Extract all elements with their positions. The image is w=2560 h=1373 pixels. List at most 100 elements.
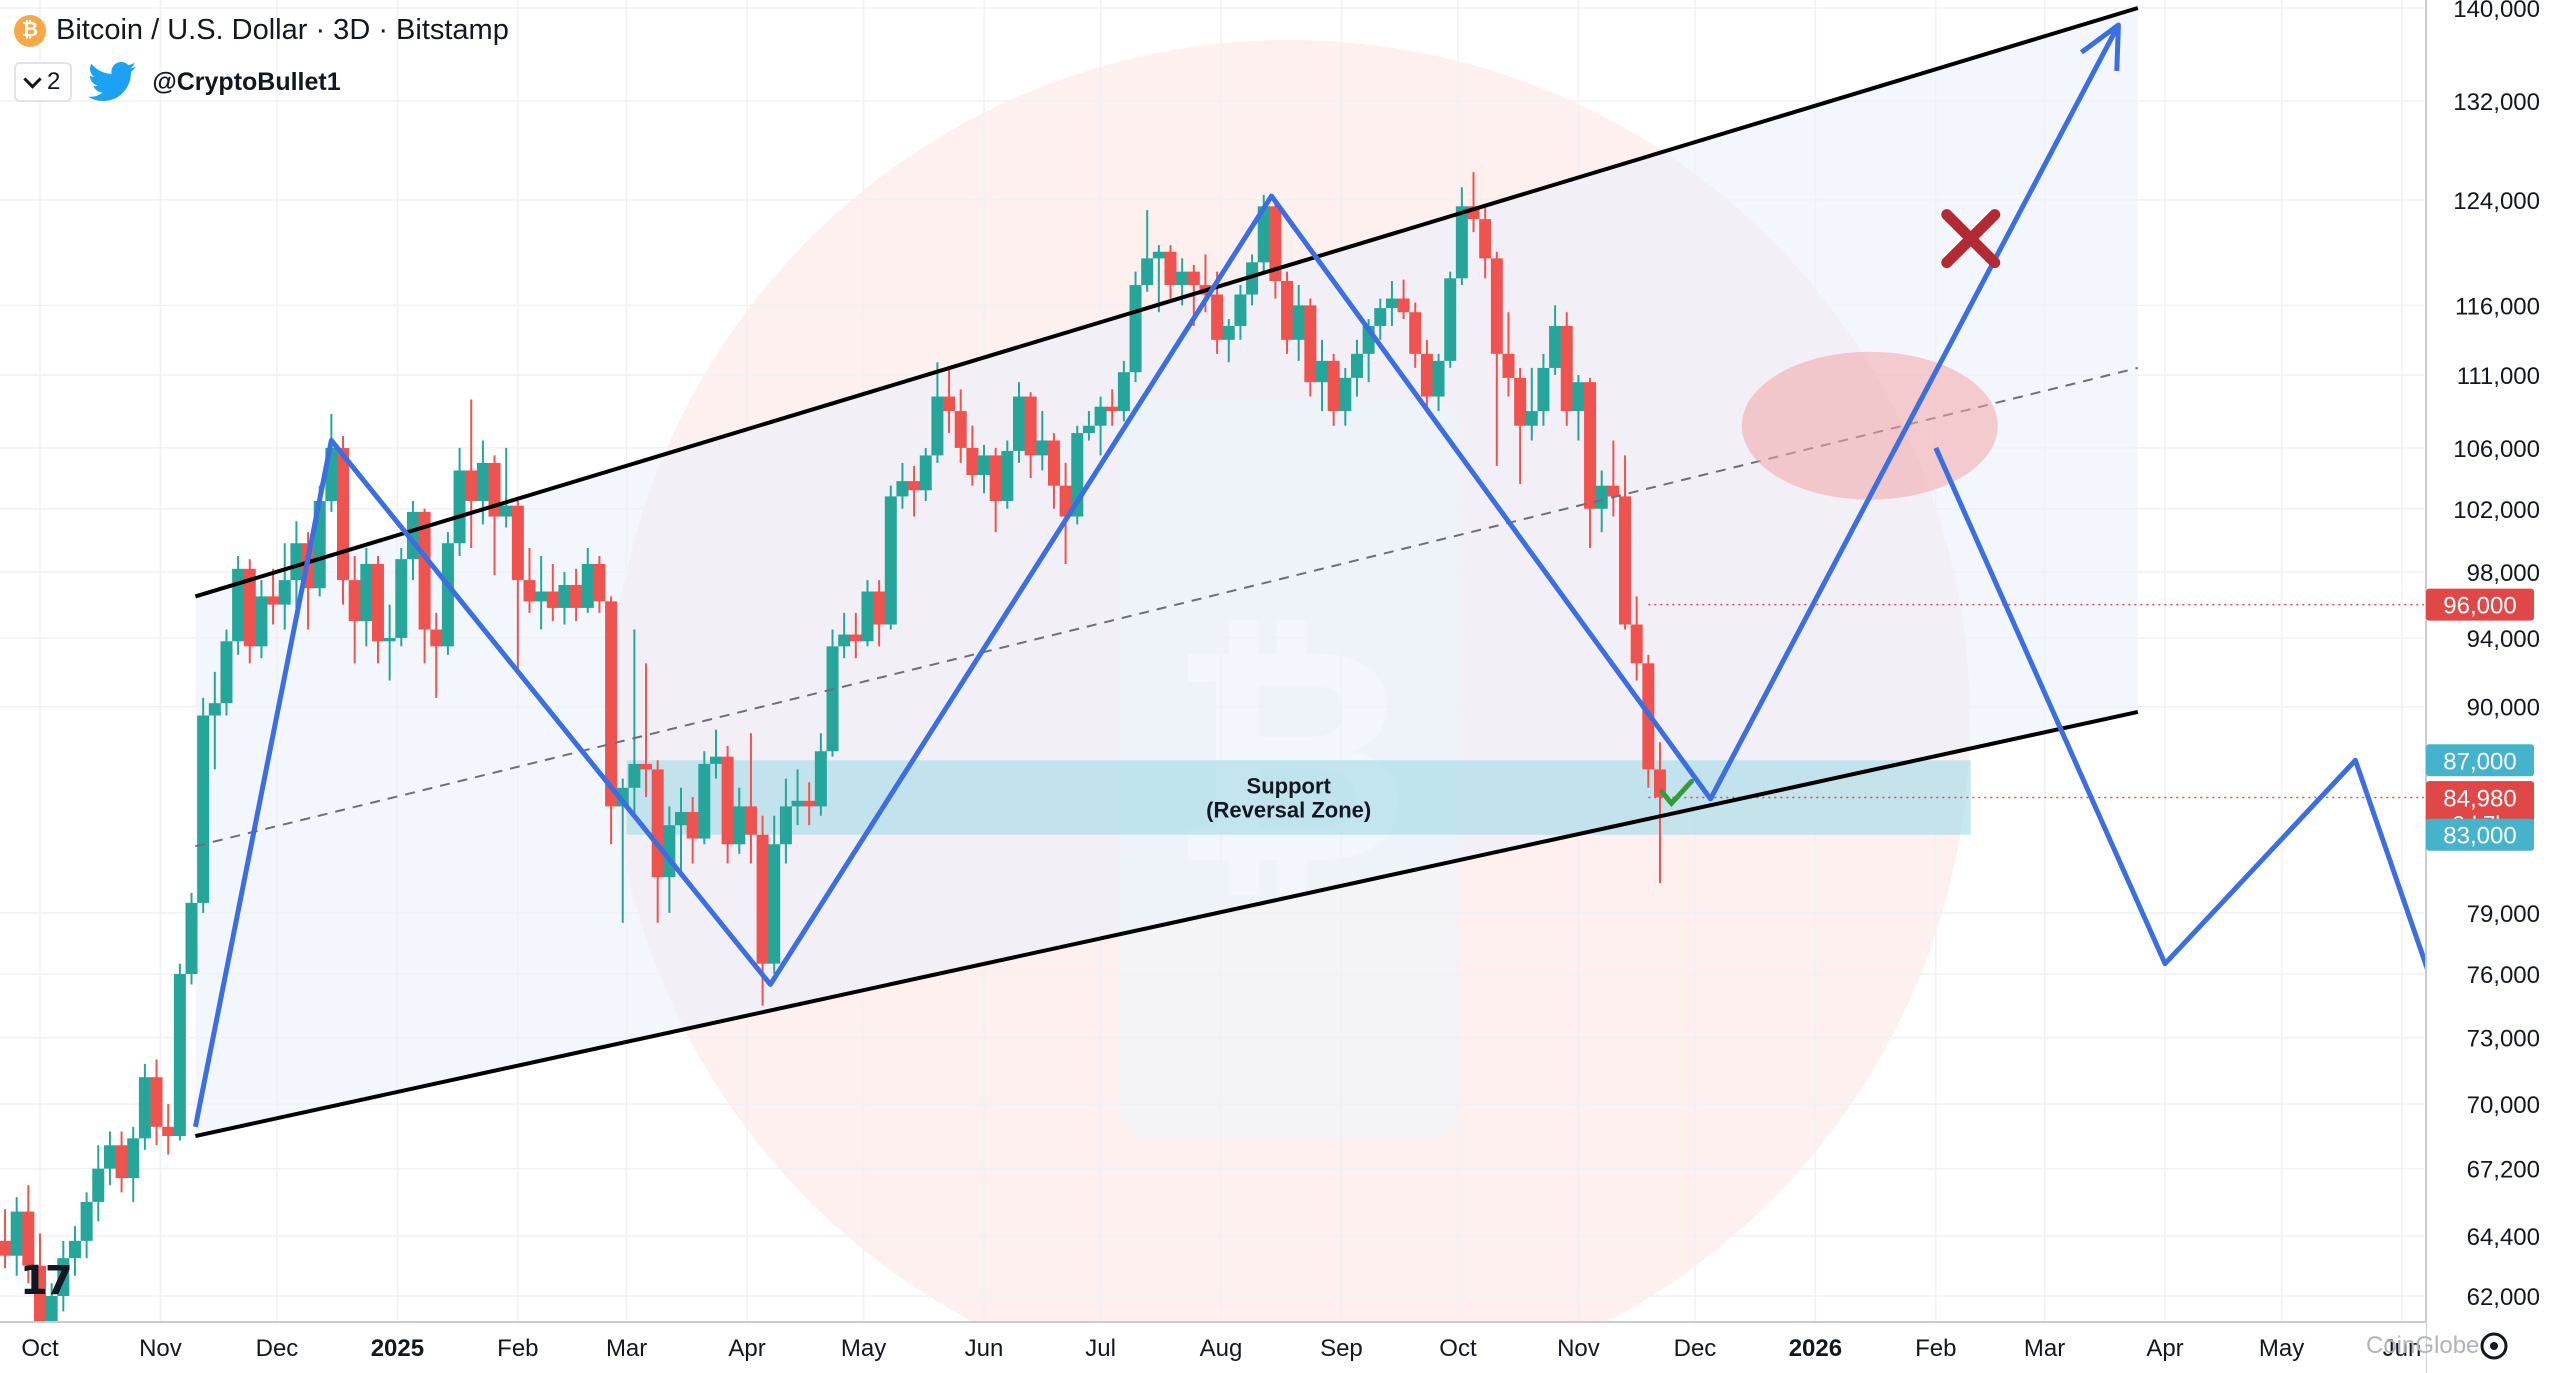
y-tick-label: 76,000: [2467, 962, 2540, 989]
candle-body: [873, 591, 886, 625]
candle-body: [103, 1145, 116, 1169]
candle-body: [337, 447, 350, 581]
candle-body: [57, 1258, 70, 1296]
y-tick-label: 90,000: [2467, 695, 2540, 722]
symbol-header[interactable]: ₿ Bitcoin / U.S. Dollar · 3D · Bitstamp: [14, 14, 509, 47]
author-handle: @CryptoBullet1: [152, 67, 341, 96]
x-tick-label: Mar: [2024, 1335, 2065, 1362]
candle-body: [1222, 325, 1235, 340]
candle-body: [779, 806, 792, 845]
candle-body: [1316, 360, 1329, 383]
candle-body: [150, 1077, 163, 1127]
price-badge-label: 84,980: [2443, 785, 2516, 812]
y-tick-label: 62,000: [2467, 1284, 2540, 1311]
candle-body: [232, 568, 245, 642]
candle-body: [1129, 285, 1142, 373]
check-icon: [1659, 778, 1695, 808]
price-axis-background: [2426, 0, 2560, 1373]
candle-body: [371, 563, 384, 642]
highlight-ellipse: [1741, 351, 1998, 500]
candle-body: [1572, 382, 1585, 412]
grid: [0, 0, 2424, 1322]
candle-body: [197, 715, 210, 903]
x-tick-label: Jun: [2383, 1335, 2422, 1362]
candle-body: [1176, 271, 1189, 286]
candle-body: [1082, 425, 1095, 434]
settings-icon: [2480, 1332, 2508, 1360]
candle-body: [80, 1201, 93, 1241]
candle-body: [243, 568, 256, 647]
x-tick-label: Nov: [1557, 1335, 1600, 1362]
candle-body: [1409, 312, 1422, 354]
bitcoin-icon: ₿: [14, 14, 46, 47]
candle-body: [500, 505, 513, 517]
candle-body: [651, 769, 664, 878]
candle-body: [1595, 485, 1608, 509]
candle-body: [733, 806, 746, 845]
candle-body: [1549, 325, 1562, 368]
candle-body: [22, 1211, 35, 1266]
candle-body: [1455, 206, 1468, 279]
candle-body: [1106, 406, 1119, 412]
candle-body: [1479, 219, 1492, 259]
support-zone-label: Support: [1247, 773, 1332, 798]
candle-body: [838, 634, 851, 647]
y-tick-label: 102,000: [2453, 497, 2540, 524]
candle-body: [92, 1168, 105, 1202]
candle-body: [10, 1211, 23, 1256]
candle-body: [698, 763, 711, 839]
x-tick-label: Dec: [1674, 1335, 1717, 1362]
indicator-count: 2: [47, 68, 61, 95]
candle-body: [1350, 353, 1363, 378]
candle-body: [162, 1126, 175, 1137]
candle-body: [523, 580, 536, 602]
candle-body: [966, 447, 979, 476]
price-badge: [2426, 818, 2534, 851]
x-tick-label: Jun: [965, 1335, 1004, 1362]
candle-body: [744, 806, 757, 835]
candle-body: [1164, 251, 1177, 286]
candle-body: [1560, 325, 1573, 412]
candle-body: [138, 1077, 151, 1139]
candle-body: [1152, 251, 1165, 259]
price-badge-label: 83,000: [2443, 823, 2516, 850]
candle-body: [826, 646, 839, 752]
candle-body: [978, 455, 991, 476]
candle-body: [954, 411, 967, 448]
candle-body: [721, 756, 734, 845]
candle-body: [278, 580, 291, 605]
candle-body: [395, 559, 408, 638]
price-badge-label: 87,000: [2443, 748, 2516, 775]
indicator-toggle-button[interactable]: 2: [14, 62, 73, 102]
candle-body: [1607, 485, 1620, 497]
x-tick-label: Apr: [728, 1335, 765, 1362]
candle-body: [791, 800, 804, 807]
candle-body: [1141, 258, 1154, 286]
candle-body: [208, 703, 221, 716]
x-tick-label: Apr: [2146, 1335, 2183, 1362]
candle-body: [1584, 382, 1597, 509]
settings-icon: [2490, 1342, 2498, 1350]
candle-body: [1211, 294, 1224, 340]
x-tick-label: Dec: [256, 1335, 299, 1362]
candle-body: [0, 1240, 12, 1256]
candle-body: [908, 481, 921, 491]
candle-body: [768, 844, 781, 964]
chevron-down-icon: [23, 69, 42, 89]
candle-body: [1514, 377, 1527, 426]
support-zone-sublabel: (Reversal Zone): [1206, 797, 1371, 822]
candle-body: [1047, 440, 1060, 486]
candle-body: [465, 470, 478, 502]
candle-body: [127, 1138, 140, 1179]
x-tick-label: Oct: [21, 1335, 59, 1362]
candle-body: [1374, 308, 1387, 326]
candle-body: [581, 563, 594, 608]
x-tick-label: Feb: [497, 1335, 538, 1362]
candle-body: [1339, 377, 1352, 412]
candle-body: [756, 834, 769, 964]
x-tick-label: Sep: [1320, 1335, 1363, 1362]
candle-body: [1490, 258, 1503, 354]
x-tick-label: 2025: [371, 1335, 424, 1362]
